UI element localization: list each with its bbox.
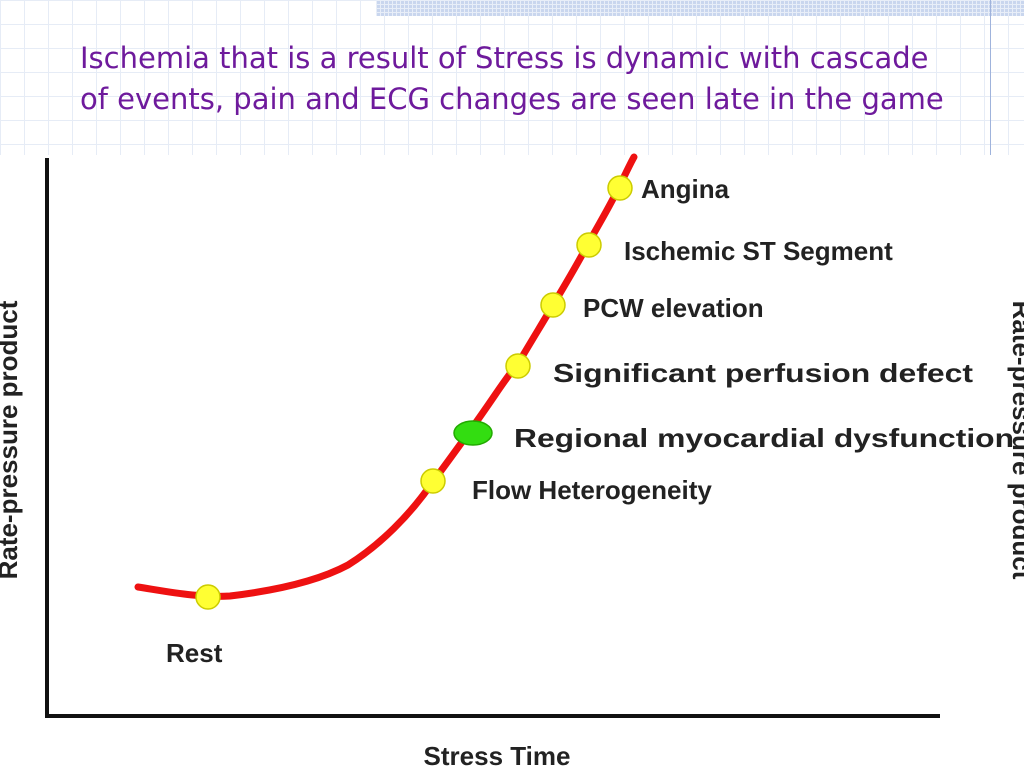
- y-axis-label: Rate-pressure product: [0, 300, 23, 579]
- pcw-elevation-marker: [540, 292, 566, 318]
- event-label-ischemic-st: Ischemic ST Segment: [624, 236, 893, 266]
- event-label-flow-heterogeneity: Flow Heterogeneity: [472, 475, 712, 505]
- right-axis-label: Rate-pressure product: [1007, 301, 1024, 580]
- event-label-pcw-elevation: PCW elevation: [583, 293, 764, 323]
- flow-heterogeneity-marker: [420, 468, 446, 494]
- event-label-rest: Rest: [166, 638, 223, 668]
- angina-marker: [607, 175, 633, 201]
- event-label-perfusion-defect: Significant perfusion defect: [553, 358, 973, 388]
- slide-top-bar: [376, 0, 1024, 16]
- event-label-angina: Angina: [641, 174, 730, 204]
- slide-grid-background: [0, 0, 1024, 160]
- slide-title: Ischemia that is a result of Stress is d…: [80, 41, 944, 116]
- perfusion-defect-marker: [505, 353, 531, 379]
- stress-curve: [134, 153, 638, 600]
- rest-marker: [195, 584, 221, 610]
- event-label-regional-dysfunction: Regional myocardial dysfunction: [514, 423, 1014, 453]
- regional-dysfunction-marker: [453, 420, 493, 446]
- ischemic-st-marker: [576, 232, 602, 258]
- slide-right-rule: [990, 0, 991, 160]
- figure-panel: [0, 155, 1024, 768]
- x-axis-label: Stress Time: [424, 741, 571, 768]
